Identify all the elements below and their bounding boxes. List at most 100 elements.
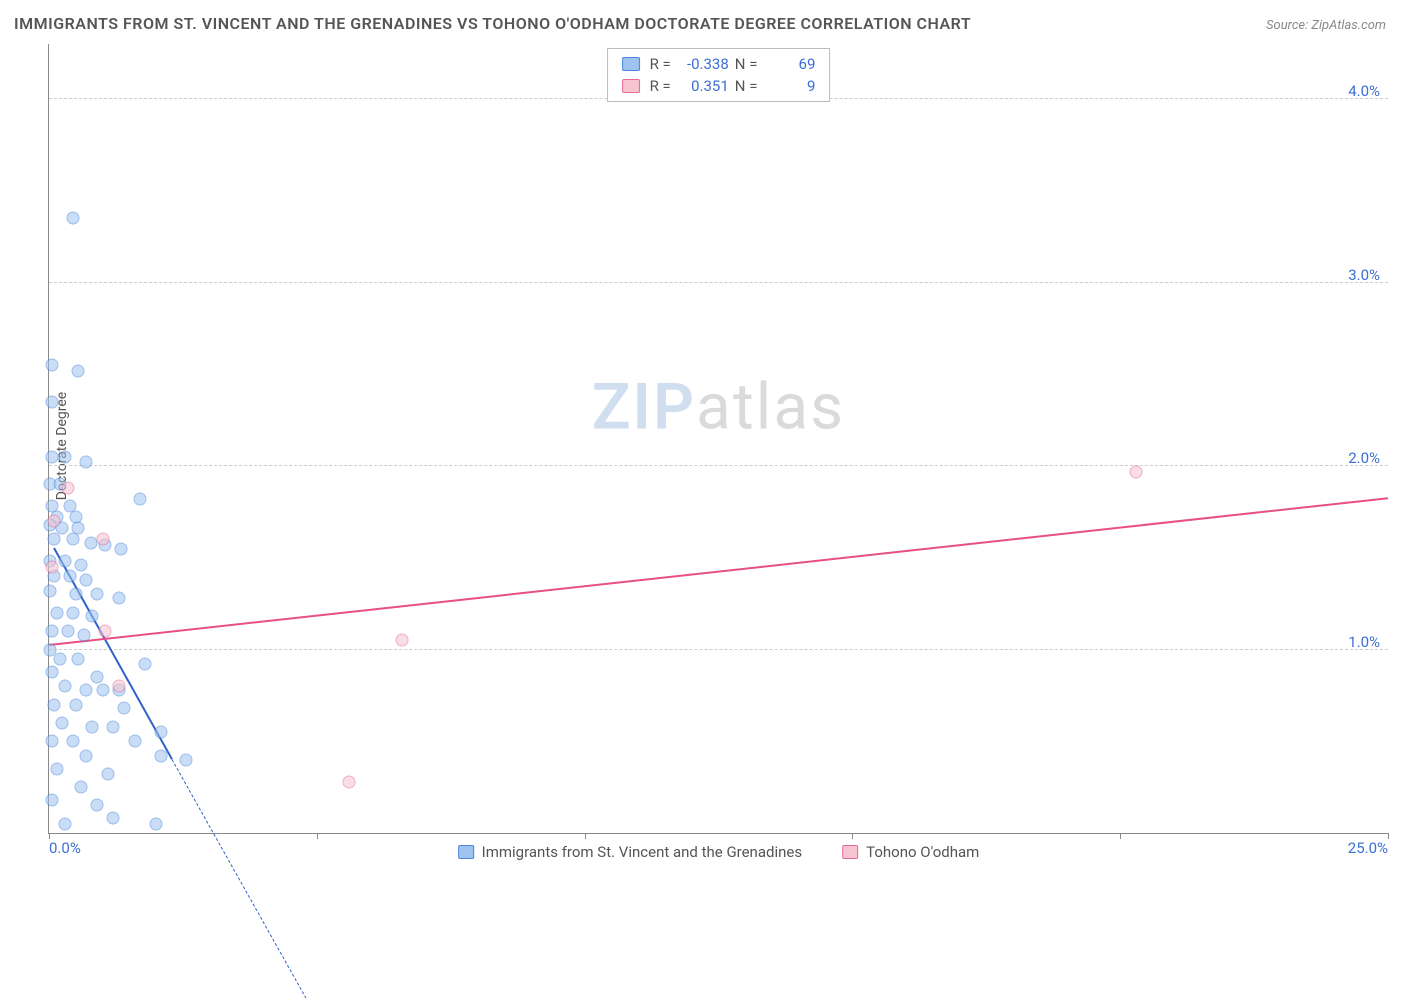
y-tick-label: 1.0% [1348,633,1380,651]
x-tick [1388,833,1389,839]
data-point [67,606,80,619]
data-point [150,817,163,830]
data-point [69,588,82,601]
source-attribution: Source: ZipAtlas.com [1266,18,1386,33]
legend-swatch-blue [458,845,474,859]
data-point [85,720,98,733]
legend-n-label: N = [735,55,758,73]
gridline [49,282,1388,283]
data-point [91,671,104,684]
data-point [85,610,98,623]
legend-r-label: R = [650,77,671,95]
watermark-zip: ZIP [592,369,696,444]
data-point [75,781,88,794]
x-tick-label: 0.0% [49,839,81,857]
data-point [45,450,58,463]
data-point [128,735,141,748]
data-point [45,560,58,573]
data-point [56,716,69,729]
y-tick-label: 2.0% [1348,449,1380,467]
data-point [80,749,93,762]
data-point [59,680,72,693]
legend-swatch-pink [622,79,640,93]
legend-n-value: 9 [763,77,815,95]
data-point [155,749,168,762]
data-point [61,625,74,638]
data-point [64,570,77,583]
data-point [396,634,409,647]
data-point [96,533,109,546]
data-point [61,482,74,495]
data-point [45,395,58,408]
legend-correlation: R = -0.338 N = 69 R = 0.351 N = 9 [607,48,831,102]
legend-series-label: Tohono O'odham [866,843,979,861]
legend-swatch-blue [622,57,640,71]
data-point [107,720,120,733]
data-point [48,698,61,711]
legend-row: R = 0.351 N = 9 [622,77,816,95]
trend-line [172,759,307,998]
data-point [99,625,112,638]
data-point [107,812,120,825]
legend-row: R = -0.338 N = 69 [622,55,816,73]
x-tick [852,833,853,839]
legend-series: Immigrants from St. Vincent and the Gren… [458,843,980,861]
legend-swatch-pink [842,845,858,859]
data-point [59,817,72,830]
data-point [45,359,58,372]
data-point [48,533,61,546]
legend-series-label: Immigrants from St. Vincent and the Gren… [482,843,802,861]
x-tick [585,833,586,839]
x-tick [317,833,318,839]
legend-item: Immigrants from St. Vincent and the Gren… [458,843,802,861]
data-point [342,775,355,788]
data-point [1130,465,1143,478]
scatter-chart: ZIPatlas R = -0.338 N = 69 R = 0.351 N =… [48,44,1388,834]
y-tick-label: 3.0% [1348,266,1380,284]
data-point [77,628,90,641]
watermark: ZIPatlas [592,369,845,444]
gridline [49,649,1388,650]
legend-n-value: 69 [763,55,815,73]
legend-r-label: R = [650,55,671,73]
y-tick-label: 4.0% [1348,82,1380,100]
legend-r-value: -0.338 [677,55,729,73]
data-point [112,680,125,693]
legend-r-value: 0.351 [677,77,729,95]
legend-n-label: N = [735,77,758,95]
data-point [48,515,61,528]
data-point [44,584,57,597]
data-point [134,493,147,506]
watermark-atlas: atlas [696,369,845,444]
data-point [91,588,104,601]
data-point [69,698,82,711]
data-point [80,683,93,696]
data-point [179,753,192,766]
trend-line [49,497,1388,646]
data-point [117,702,130,715]
data-point [155,726,168,739]
data-point [45,665,58,678]
gridline [49,465,1388,466]
data-point [72,652,85,665]
x-tick [1120,833,1121,839]
data-point [45,625,58,638]
data-point [59,450,72,463]
data-point [112,592,125,605]
data-point [53,652,66,665]
data-point [80,573,93,586]
legend-item: Tohono O'odham [842,843,979,861]
data-point [51,606,64,619]
data-point [96,683,109,696]
data-point [67,212,80,225]
data-point [45,793,58,806]
x-tick-label: 25.0% [1348,839,1388,857]
data-point [115,542,128,555]
data-point [72,364,85,377]
data-point [45,735,58,748]
data-point [59,555,72,568]
data-point [67,735,80,748]
data-point [67,533,80,546]
data-point [75,559,88,572]
chart-title: IMMIGRANTS FROM ST. VINCENT AND THE GREN… [14,14,971,33]
